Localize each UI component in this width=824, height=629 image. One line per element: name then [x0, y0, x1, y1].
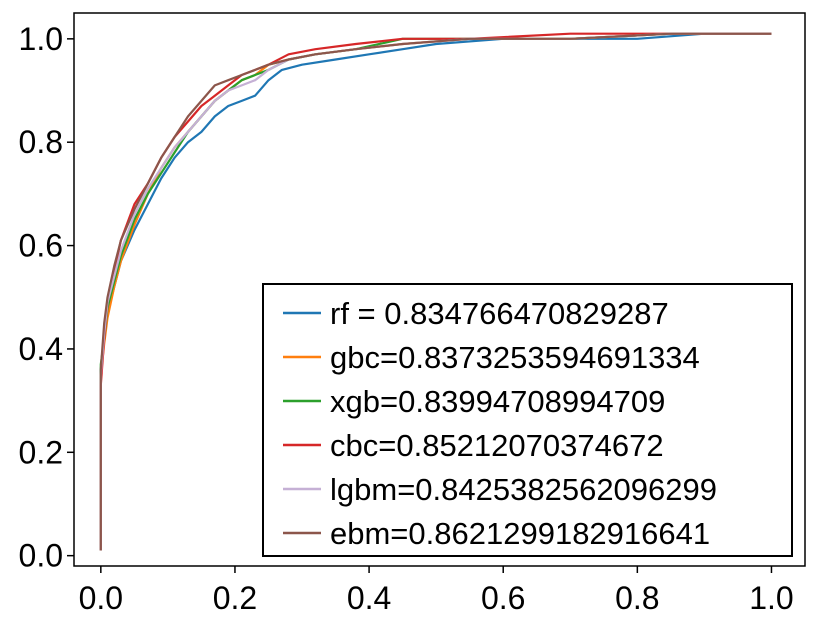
y-tick-label: 0.6 [19, 228, 63, 264]
y-tick-label: 0.2 [19, 434, 63, 470]
legend-label: rf = 0.834766470829287 [330, 296, 669, 331]
x-tick-label: 0.4 [347, 580, 391, 616]
x-tick-label: 0.0 [79, 580, 123, 616]
plot-frame [73, 12, 806, 567]
x-tick-label: 1.0 [749, 580, 793, 616]
legend-label: lgbm=0.8425382562096299 [330, 472, 717, 507]
x-tick-label: 0.8 [615, 580, 659, 616]
y-tick-label: 0.8 [19, 124, 63, 160]
legend-label: gbc=0.8373253594691334 [330, 340, 700, 375]
x-axis: 0.0 0.2 0.4 0.6 0.8 1.0 [79, 566, 794, 616]
legend-box [262, 283, 793, 557]
legend-label: ebm=0.8621299182916641 [330, 516, 710, 551]
legend-label: cbc=0.85212070374672 [330, 428, 664, 463]
series-layer [99, 32, 772, 551]
legend: rf = 0.834766470829287 gbc=0.837325359469… [262, 283, 793, 557]
x-tick-label: 0.6 [481, 580, 525, 616]
legend-label: xgb=0.83994708994709 [330, 384, 665, 419]
y-axis: 0.0 0.2 0.4 0.6 0.8 1.0 [19, 21, 74, 574]
series-line-5 [99, 32, 772, 551]
y-tick-label: 1.0 [19, 21, 63, 57]
y-tick-label: 0.4 [19, 331, 63, 367]
x-tick-label: 0.2 [213, 580, 257, 616]
y-tick-label: 0.0 [19, 538, 63, 574]
